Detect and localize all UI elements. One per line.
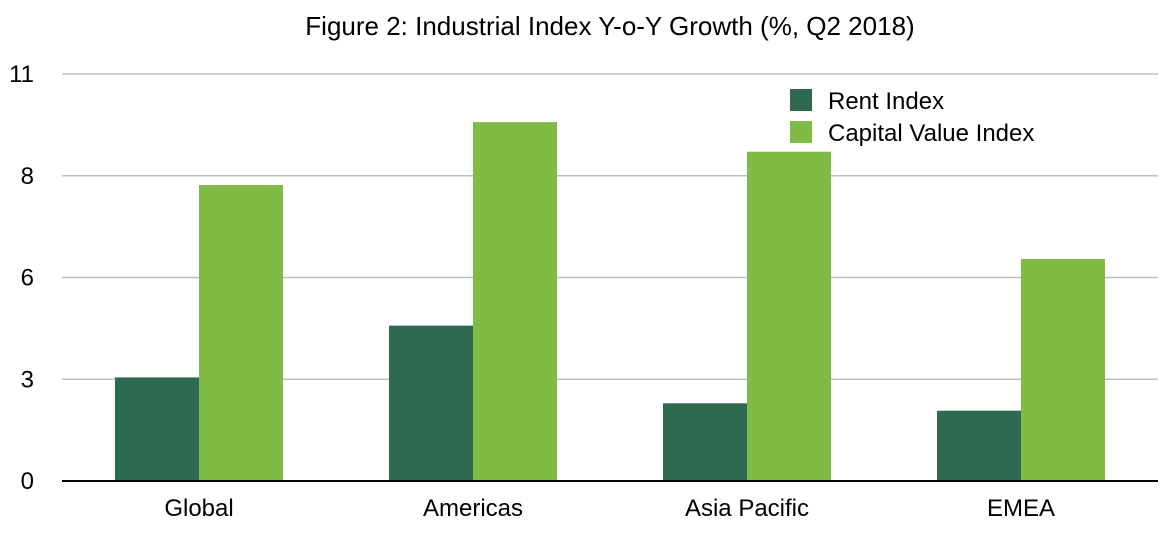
bar-capital-value-index — [199, 185, 283, 481]
bar-capital-value-index — [747, 151, 831, 481]
y-tick-label: 3 — [21, 366, 34, 393]
x-tick-label: EMEA — [987, 495, 1055, 522]
y-axis-ticks: 0 3 6 8 11 — [9, 61, 34, 495]
x-axis-ticks: Global Americas Asia Pacific EMEA — [164, 495, 1055, 522]
x-tick-label: Americas — [423, 495, 523, 522]
chart-title: Figure 2: Industrial Index Y-o-Y Growth … — [305, 11, 914, 41]
legend: Rent Index Capital Value Index — [790, 88, 1034, 147]
y-tick-label: 8 — [21, 163, 34, 190]
legend-label: Capital Value Index — [828, 120, 1034, 147]
bar-rent-index — [115, 377, 199, 481]
y-tick-label: 11 — [9, 61, 34, 88]
y-tick-label: 0 — [21, 468, 34, 495]
bar-rent-index — [389, 325, 473, 481]
legend-swatch — [790, 89, 812, 111]
bar-rent-index — [663, 403, 747, 481]
bar-capital-value-index — [473, 122, 557, 481]
bars — [115, 122, 1105, 481]
legend-label: Rent Index — [828, 88, 944, 115]
bar-rent-index — [937, 410, 1021, 481]
legend-swatch — [790, 121, 812, 143]
bar-capital-value-index — [1021, 259, 1105, 481]
x-tick-label: Asia Pacific — [685, 495, 809, 522]
x-tick-label: Global — [164, 495, 233, 522]
y-tick-label: 6 — [21, 265, 34, 292]
